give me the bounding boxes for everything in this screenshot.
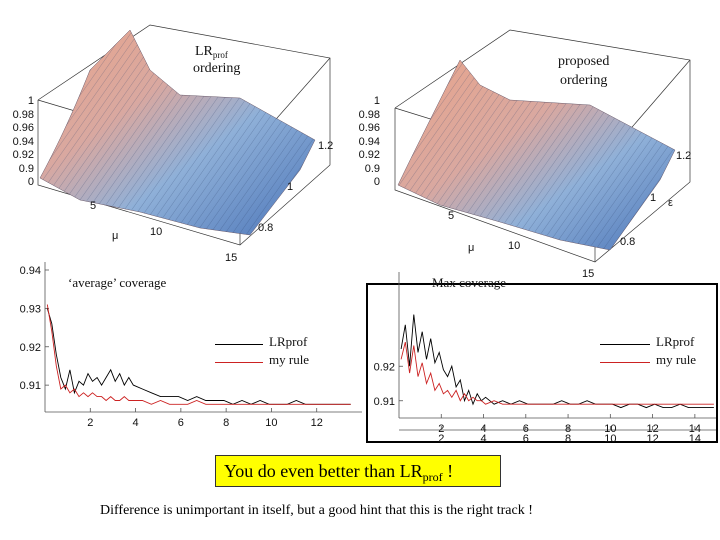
x-top-tick-label: 12 xyxy=(646,433,658,445)
surface-left-e-tick: 1.2 xyxy=(318,140,334,152)
y-tick-label: 0.91 xyxy=(20,380,41,392)
legend-label-myrule: my rule xyxy=(656,352,697,367)
chart-frame xyxy=(366,283,718,443)
surface-right-e-tick: 1.2 xyxy=(676,150,692,162)
x-top-tick-label: 8 xyxy=(565,433,571,445)
highlight-box xyxy=(215,455,501,487)
y-tick-label: 0.94 xyxy=(20,265,41,277)
series-line-my-rule xyxy=(46,304,351,405)
x-tick-label: 6 xyxy=(178,417,184,429)
footer-text: Difference is unimportant in itself, but… xyxy=(100,503,533,518)
surface-left-mu-tick: 5 xyxy=(90,200,97,212)
surface-right-e-tick: 0.8 xyxy=(620,236,636,248)
x-top-tick-label: 10 xyxy=(604,433,616,445)
surface-left-mu-tick: 10 xyxy=(150,226,163,238)
legend-label-lrprof: LRprof xyxy=(656,334,695,349)
surface-left-mu-tick: 15 xyxy=(225,252,238,264)
x-tick-label: 4 xyxy=(133,417,139,429)
surface-right-mu-tick: 5 xyxy=(448,210,455,222)
surface-right-label-line2: ordering xyxy=(560,73,608,88)
chart-average-title: ‘average’ coverage xyxy=(68,275,167,290)
surface-left-z-ticks: 1 0.98 0.96 0.94 0.92 0.9 0 xyxy=(12,95,34,188)
surface-left-mu-label: μ xyxy=(112,230,119,242)
surface-left-e-tick: 1 xyxy=(287,181,294,193)
surface-right-z-ticks: 1 0.98 0.96 0.94 0.92 0.9 0 xyxy=(358,95,380,188)
surface-left-label-line2: ordering xyxy=(193,61,241,76)
chart-max-title: Max coverage xyxy=(432,275,506,290)
legend-label-lrprof: LRprof xyxy=(269,334,308,349)
line-chart-max: 0.920.9124681012142468101214 xyxy=(366,272,718,445)
x-tick-label: 12 xyxy=(311,417,323,429)
series-line-my-rule xyxy=(400,341,714,405)
surface-left-e-tick: 0.8 xyxy=(258,222,274,234)
y-tick-label: 0.91 xyxy=(374,396,395,408)
surface-plot-left xyxy=(37,24,331,246)
surface-right-mu-tick: 10 xyxy=(508,240,521,252)
x-tick-label: 10 xyxy=(265,417,277,429)
series-line-lrprof xyxy=(400,314,714,409)
legend-swatch-myrule xyxy=(215,362,263,363)
highlight-text: You do even better than LRprof ! xyxy=(224,461,454,484)
x-tick-label: 8 xyxy=(223,417,229,429)
x-top-tick-label: 14 xyxy=(689,433,701,445)
surface-left-label: LRprof xyxy=(195,44,228,60)
x-top-tick-label: 2 xyxy=(438,433,444,445)
y-tick-label: 0.93 xyxy=(20,303,41,315)
surface-plot-right xyxy=(394,29,691,263)
y-tick-label: 0.92 xyxy=(20,342,41,354)
legend-swatch-myrule xyxy=(600,362,650,363)
surface-right-mu-label: μ xyxy=(468,242,475,254)
legend-swatch-lrprof xyxy=(600,344,650,345)
line-chart-average: 0.94 0.93 0.92 0.91 2 4 6 8 10 12 xyxy=(20,262,362,429)
surface-right-e-tick: 1 xyxy=(650,192,657,204)
x-top-tick-label: 6 xyxy=(523,433,529,445)
legend-swatch-lrprof xyxy=(215,344,263,345)
surface-right-mu-tick: 15 xyxy=(582,268,595,280)
y-tick-label: 0.92 xyxy=(374,361,395,373)
surface-right-label-line1: proposed xyxy=(558,54,610,69)
legend-label-myrule: my rule xyxy=(269,352,310,367)
x-tick-label: 2 xyxy=(87,417,93,429)
x-top-tick-label: 4 xyxy=(480,433,486,445)
surface-right-e-label: ε xyxy=(668,197,673,209)
